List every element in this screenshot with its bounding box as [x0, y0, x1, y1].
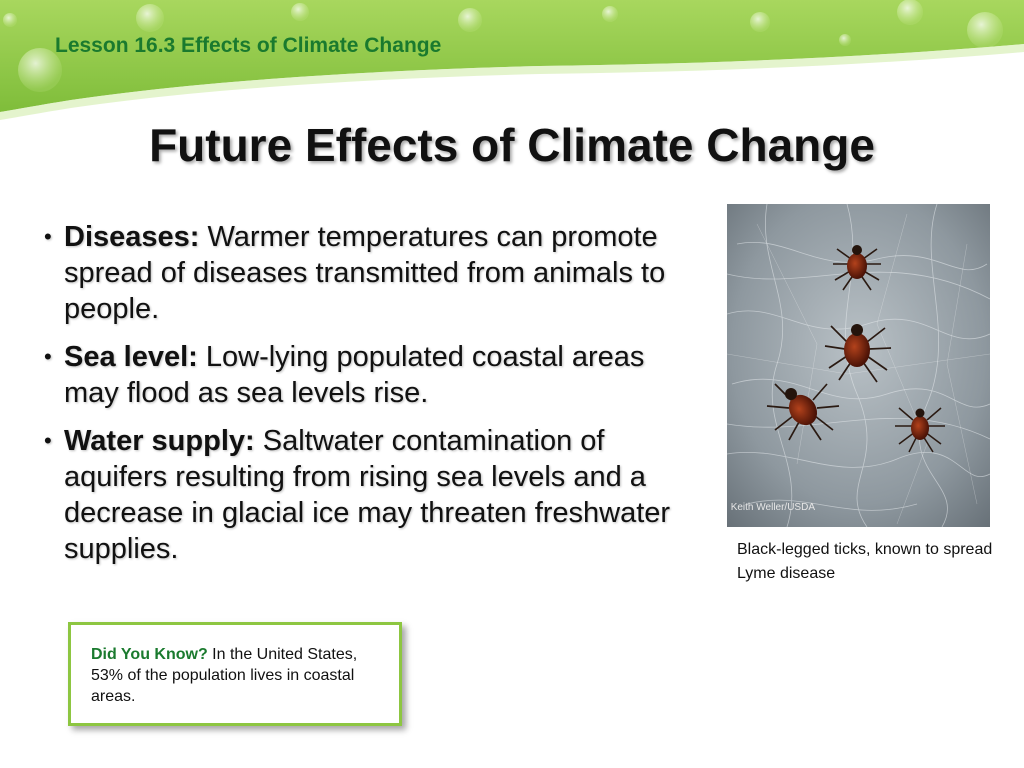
ticks-photo: Keith Weller/USDA [727, 204, 990, 527]
bullet-list: • Diseases: Warmer temperatures can promo… [42, 219, 702, 579]
slide-title: Future Effects of Climate Change [149, 119, 875, 171]
bullet-term: Diseases: [64, 221, 200, 253]
tick-1 [833, 245, 881, 291]
photo-credit: Keith Weller/USDA [730, 502, 815, 513]
callout-label: Did You Know? [91, 646, 208, 663]
bullet-dot-icon: • [44, 344, 52, 369]
bullet-sea-level: • Sea level: Low-lying populated coastal … [42, 339, 702, 411]
tick-2 [824, 324, 892, 383]
lesson-title: Lesson 16.3 Effects of Climate Change [55, 34, 442, 57]
header-banner [0, 0, 1024, 130]
bullet-text: Saltwater contamination of aquifers resu… [64, 425, 671, 565]
tick-4 [895, 407, 945, 453]
bullet-diseases: • Diseases: Warmer temperatures can promo… [42, 219, 702, 327]
did-you-know-callout: Did You Know? In the United States, 53% … [68, 622, 402, 726]
photo-caption: Black-legged ticks, known to spread Lyme… [737, 541, 993, 582]
bullet-term: Water supply: [64, 425, 255, 457]
bullet-text: Low-lying populated coastal areas may fl… [64, 341, 645, 409]
bullet-dot-icon: • [44, 224, 52, 249]
callout-text: In the United States, 53% of the populat… [91, 646, 358, 705]
bullet-dot-icon: • [44, 428, 52, 453]
bullet-text: Warmer temperatures can promote spread o… [64, 221, 666, 325]
tick-3 [766, 383, 840, 441]
bullet-term: Sea level: [64, 341, 198, 373]
bullet-water-supply: • Water supply: Saltwater contamination o… [42, 423, 702, 567]
